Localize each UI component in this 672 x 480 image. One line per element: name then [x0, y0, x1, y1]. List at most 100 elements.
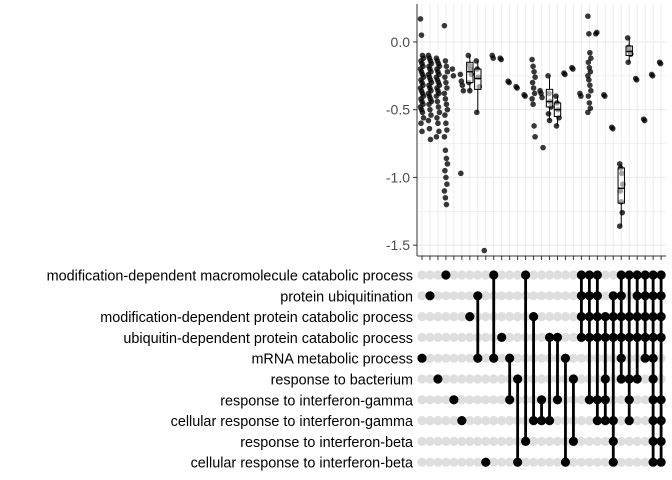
matrix-empty-dot: [465, 332, 475, 342]
matrix-empty-dot: [513, 291, 523, 301]
matrix-empty-dot: [441, 416, 451, 426]
data-point: [514, 85, 520, 91]
matrix-empty-dot: [449, 270, 459, 280]
matrix-empty-dot: [489, 395, 499, 405]
matrix-empty-dot: [600, 457, 610, 467]
data-point: [434, 98, 441, 105]
data-point: [442, 58, 449, 64]
matrix-empty-dot: [465, 436, 475, 446]
data-point: [441, 22, 448, 29]
intersection-dot: [513, 374, 523, 384]
matrix-empty-dot: [433, 416, 443, 426]
matrix-empty-dot: [592, 436, 602, 446]
intersection-dot: [584, 395, 594, 405]
matrix-empty-dot: [473, 395, 483, 405]
data-point: [473, 109, 480, 116]
data-point: [619, 209, 626, 216]
data-point: [444, 127, 450, 133]
y-axis: 0.0 -0.5 -1.0 -1.5: [386, 4, 418, 256]
matrix-empty-dot: [592, 457, 602, 467]
data-point: [585, 93, 592, 99]
matrix-empty-dot: [465, 395, 475, 405]
data-point: [529, 56, 535, 63]
matrix-empty-dot: [568, 457, 579, 467]
intersection-dot: [592, 270, 602, 280]
intersection-dot: [576, 312, 587, 322]
matrix-empty-dot: [497, 353, 507, 363]
matrix-empty-dot: [552, 312, 563, 322]
data-point: [585, 59, 592, 66]
matrix-empty-dot: [457, 312, 467, 322]
intersection-dot: [528, 416, 539, 426]
set-label: modification-dependent macromolecule cat…: [47, 269, 413, 285]
data-point: [587, 82, 593, 89]
intersection-dot: [433, 374, 443, 384]
set-label: modification-dependent protein catabolic…: [100, 310, 413, 326]
data-point: [586, 31, 592, 37]
matrix-empty-dot: [576, 436, 587, 446]
intersection-dot: [489, 270, 499, 280]
matrix-empty-dot: [449, 332, 459, 342]
matrix-empty-dot: [457, 291, 467, 301]
matrix-empty-dot: [481, 436, 491, 446]
data-point: [441, 90, 448, 97]
intersection-dot: [632, 270, 642, 280]
data-point: [442, 112, 448, 118]
matrix-empty-dot: [513, 270, 523, 280]
intersection-dot: [521, 270, 531, 280]
matrix-empty-dot: [457, 270, 467, 280]
intersection-dot: [465, 312, 475, 322]
intersection-dot: [560, 353, 571, 363]
intersection-dot: [656, 312, 666, 322]
matrix-empty-dot: [528, 457, 539, 467]
set-label: mRNA metabolic process: [251, 352, 413, 368]
matrix-empty-dot: [616, 416, 626, 426]
intersection-dot: [640, 270, 650, 280]
set-label: cellular response to interferon-beta: [191, 456, 413, 472]
data-point: [419, 109, 426, 116]
matrix-empty-dot: [489, 374, 499, 384]
matrix-empty-dot: [552, 291, 563, 301]
matrix-empty-dot: [449, 374, 459, 384]
matrix-empty-dot: [481, 395, 491, 405]
intersection-dot: [608, 312, 618, 322]
matrix-empty-dot: [441, 395, 451, 405]
matrix-empty-dot: [521, 457, 531, 467]
intersection-dot: [560, 457, 571, 467]
matrix-empty-dot: [457, 436, 467, 446]
intersection-dot: [521, 436, 531, 446]
matrix-empty-dot: [457, 353, 467, 363]
matrix-empty-dot: [433, 332, 443, 342]
matrix-empty-dot: [560, 291, 571, 301]
matrix-empty-dot: [449, 312, 459, 322]
intersection-dot: [624, 332, 634, 342]
matrix-empty-dot: [568, 312, 579, 322]
intersection-dot: [640, 291, 650, 301]
intersection-dot: [544, 416, 555, 426]
matrix-empty-dot: [441, 436, 451, 446]
data-point: [498, 56, 505, 63]
intersection-dot: [648, 353, 658, 363]
matrix-empty-dot: [536, 436, 547, 446]
matrix-empty-dot: [497, 395, 507, 405]
boxplot-box: [545, 88, 554, 108]
data-point: [545, 110, 552, 117]
matrix-empty-dot: [417, 374, 427, 384]
matrix-empty-dot: [417, 416, 427, 426]
data-point: [425, 117, 432, 124]
data-point: [529, 79, 536, 86]
matrix-empty-dot: [632, 395, 642, 405]
intersection-dot: [632, 291, 642, 301]
matrix-empty-dot: [544, 312, 555, 322]
matrix-empty-dot: [616, 457, 626, 467]
matrix-empty-dot: [505, 270, 515, 280]
matrix-empty-dot: [473, 374, 483, 384]
matrix-empty-dot: [513, 312, 523, 322]
matrix-empty-dot: [481, 270, 491, 280]
intersection-dot: [616, 312, 626, 322]
data-point: [419, 128, 425, 135]
matrix-empty-dot: [465, 291, 475, 301]
matrix-empty-dot: [544, 291, 555, 301]
data-point: [441, 133, 448, 140]
